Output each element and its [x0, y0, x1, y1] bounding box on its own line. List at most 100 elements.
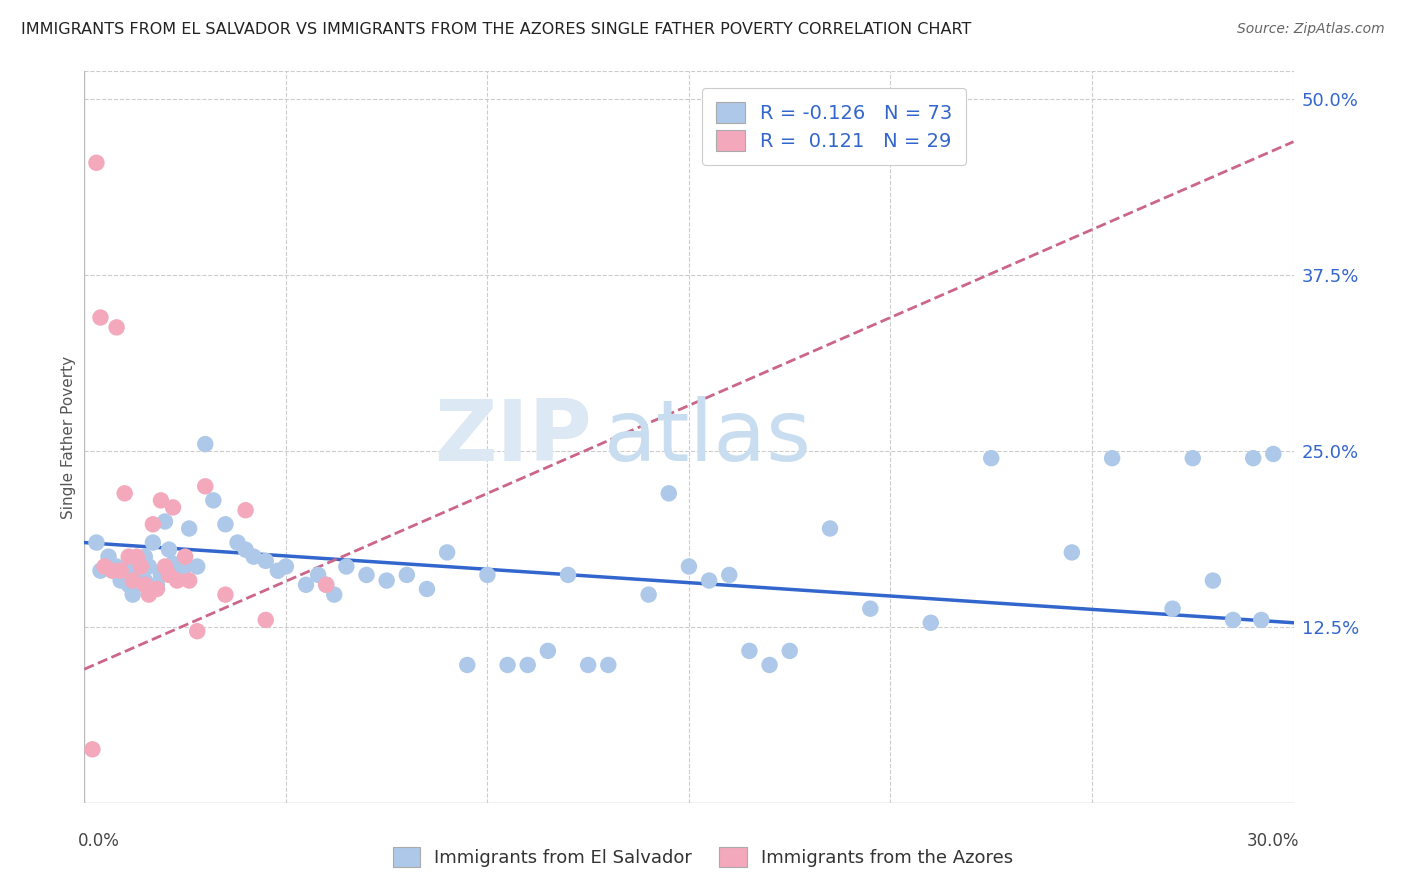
Point	[416, 582, 439, 596]
Point	[149, 493, 172, 508]
Point	[375, 574, 398, 588]
Point	[157, 542, 180, 557]
Point	[818, 521, 841, 535]
Point	[138, 588, 160, 602]
Point	[153, 559, 176, 574]
Point	[162, 557, 184, 571]
Text: atlas: atlas	[605, 395, 813, 479]
Point	[235, 503, 257, 517]
Point	[576, 657, 599, 672]
Point	[1161, 601, 1184, 615]
Point	[97, 549, 120, 564]
Point	[129, 559, 152, 574]
Point	[323, 588, 346, 602]
Point	[242, 549, 264, 564]
Point	[658, 486, 681, 500]
Point	[1263, 447, 1285, 461]
Point	[274, 559, 297, 574]
Legend: R = -0.126   N = 73, R =  0.121   N = 29: R = -0.126 N = 73, R = 0.121 N = 29	[702, 88, 966, 165]
Point	[1222, 613, 1244, 627]
Point	[134, 549, 156, 564]
Point	[1202, 574, 1225, 588]
Point	[315, 578, 337, 592]
Point	[125, 564, 148, 578]
Point	[121, 574, 143, 588]
Point	[637, 588, 659, 602]
Point	[335, 559, 357, 574]
Point	[101, 564, 124, 578]
Point	[110, 564, 132, 578]
Point	[395, 568, 418, 582]
Point	[537, 644, 560, 658]
Point	[105, 559, 128, 574]
Point	[125, 549, 148, 564]
Point	[142, 535, 165, 549]
Point	[179, 521, 201, 535]
Point	[179, 574, 201, 588]
Point	[174, 549, 197, 564]
Point	[86, 156, 108, 170]
Point	[254, 554, 277, 568]
Point	[86, 535, 108, 549]
Point	[307, 568, 329, 582]
Point	[598, 657, 620, 672]
Point	[89, 564, 111, 578]
Point	[101, 564, 124, 578]
Point	[138, 559, 160, 574]
Point	[1250, 613, 1272, 627]
Point	[82, 742, 104, 756]
Point	[194, 479, 217, 493]
Point	[114, 568, 136, 582]
Point	[516, 657, 538, 672]
Point	[146, 578, 169, 592]
Point	[89, 310, 111, 325]
Point	[779, 644, 801, 658]
Point	[436, 545, 458, 559]
Point	[214, 588, 236, 602]
Point	[110, 574, 132, 588]
Point	[226, 535, 249, 549]
Point	[153, 515, 176, 529]
Text: IMMIGRANTS FROM EL SALVADOR VS IMMIGRANTS FROM THE AZORES SINGLE FATHER POVERTY : IMMIGRANTS FROM EL SALVADOR VS IMMIGRANT…	[21, 22, 972, 37]
Point	[356, 568, 378, 582]
Point	[678, 559, 700, 574]
Point	[166, 574, 188, 588]
Point	[496, 657, 519, 672]
Point	[118, 549, 141, 564]
Point	[118, 578, 141, 592]
Point	[1060, 545, 1083, 559]
Point	[157, 568, 180, 582]
Point	[134, 574, 156, 588]
Y-axis label: Single Father Poverty: Single Father Poverty	[60, 356, 76, 518]
Point	[149, 568, 172, 582]
Point	[456, 657, 478, 672]
Point	[194, 437, 217, 451]
Point	[920, 615, 942, 630]
Text: 0.0%: 0.0%	[79, 832, 120, 850]
Point	[121, 557, 143, 571]
Point	[1101, 451, 1123, 466]
Point	[121, 588, 143, 602]
Legend: Immigrants from El Salvador, Immigrants from the Azores: Immigrants from El Salvador, Immigrants …	[385, 839, 1021, 874]
Text: 30.0%: 30.0%	[1247, 832, 1299, 850]
Point	[477, 568, 499, 582]
Point	[186, 624, 208, 639]
Point	[93, 559, 115, 574]
Point	[134, 578, 156, 592]
Point	[162, 500, 184, 515]
Point	[1181, 451, 1204, 466]
Point	[254, 613, 277, 627]
Point	[1241, 451, 1264, 466]
Point	[267, 564, 290, 578]
Point	[174, 559, 197, 574]
Point	[186, 559, 208, 574]
Point	[697, 574, 720, 588]
Point	[557, 568, 579, 582]
Point	[980, 451, 1002, 466]
Point	[315, 578, 337, 592]
Point	[105, 320, 128, 334]
Point	[129, 568, 152, 582]
Text: ZIP: ZIP	[434, 395, 592, 479]
Point	[235, 542, 257, 557]
Point	[738, 644, 761, 658]
